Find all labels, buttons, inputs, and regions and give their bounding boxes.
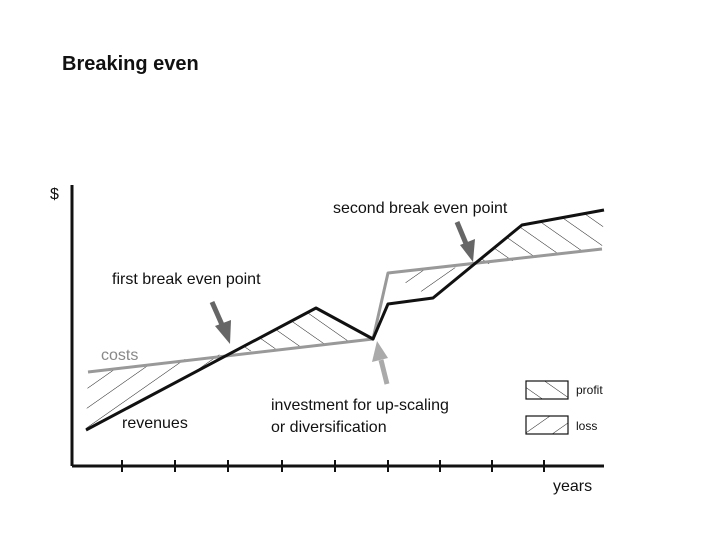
revenues-line	[85, 208, 605, 432]
diagram-title: Breaking even	[62, 53, 199, 75]
legend-loss-label: loss	[576, 419, 597, 433]
investment-label-line1: investment for up-scaling	[271, 397, 449, 414]
legend-loss-swatch	[525, 415, 569, 435]
second-break-even-arrow	[454, 221, 475, 262]
costs-label: costs	[101, 347, 138, 364]
first-break-even-label: first break even point	[112, 271, 261, 288]
investment-label-line2: or diversification	[271, 419, 387, 436]
investment-arrow	[372, 341, 390, 385]
revenues-label: revenues	[122, 415, 188, 432]
profit-region-second	[474, 210, 604, 266]
x-axis-label: years	[553, 478, 592, 495]
axes	[70, 185, 604, 472]
x-axis-ticks	[121, 460, 545, 472]
first-break-even-arrow	[209, 300, 231, 344]
legend: profit loss	[525, 380, 603, 435]
legend-profit-swatch	[525, 380, 569, 400]
costs-line	[87, 247, 603, 374]
legend-profit-label: profit	[576, 383, 603, 397]
loss-region-investment	[388, 266, 474, 298]
second-break-even-label: second break even point	[333, 200, 508, 217]
y-axis-label: $	[50, 186, 59, 203]
